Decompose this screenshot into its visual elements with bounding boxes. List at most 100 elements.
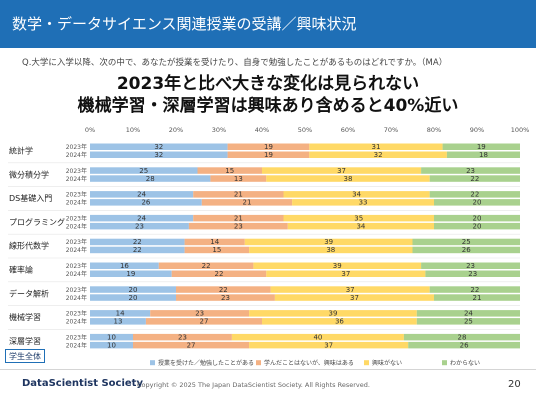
data-label: 34 (356, 222, 365, 230)
headline-line-1: 2023年と比べ大きな変化は見られない (116, 74, 420, 94)
x-tick-label: 100% (511, 126, 530, 134)
bar-segment (434, 294, 520, 301)
bar-segment (403, 333, 520, 341)
bar-segment (309, 151, 447, 158)
data-label: 37 (324, 341, 333, 349)
bar-segment (244, 238, 413, 246)
bar-segment (416, 318, 520, 325)
bar-segment (429, 175, 520, 182)
bar-segment (201, 199, 293, 206)
data-label: 14 (116, 310, 125, 318)
bar-segment (90, 199, 202, 206)
bar-segment (227, 151, 310, 158)
data-label: 39 (328, 310, 337, 318)
bar-segment (283, 191, 430, 198)
bar-segment (425, 270, 520, 277)
bar-segment (90, 333, 133, 341)
bar-segment (133, 333, 232, 341)
bar-segment (90, 246, 185, 254)
bar-segment (227, 143, 310, 150)
data-label: 20 (129, 294, 138, 302)
bar-segment (249, 246, 413, 254)
bar-segment (90, 262, 159, 269)
data-label: 20 (473, 222, 482, 230)
scope-label: 学生全体 (5, 349, 45, 363)
data-label: 23 (221, 294, 230, 302)
data-label: 18 (479, 151, 488, 159)
bar-segment (231, 333, 404, 341)
bar-segment (176, 294, 275, 301)
data-label: 28 (457, 333, 466, 341)
bar-segment (421, 167, 520, 174)
year-label: 2024年 (66, 175, 87, 183)
bar-segment (262, 318, 417, 325)
bar-segment (253, 262, 422, 269)
bar-segment (158, 262, 254, 269)
data-label: 23 (178, 333, 187, 341)
category-label: 確率論 (9, 265, 33, 275)
data-label: 23 (466, 167, 475, 175)
x-tick-label: 50% (298, 126, 312, 134)
x-tick-label: 0% (85, 126, 95, 134)
data-label: 26 (460, 341, 469, 349)
legend-label: 学んだことはないが、興味はある (264, 359, 354, 366)
data-label: 23 (135, 222, 144, 230)
bar-segment (90, 191, 194, 198)
data-label: 28 (146, 175, 155, 183)
data-label: 37 (337, 167, 346, 175)
category-label: 機械学習 (9, 312, 41, 322)
legend-swatch (150, 360, 155, 366)
category-label: 統計学 (9, 146, 33, 156)
data-label: 37 (350, 294, 359, 302)
data-label: 24 (137, 191, 146, 199)
data-label: 21 (234, 191, 243, 199)
data-label: 32 (154, 151, 163, 159)
bar-segment (90, 222, 189, 230)
bar-segment (210, 175, 267, 182)
bar-segment (274, 294, 434, 301)
year-label: 2023年 (66, 167, 87, 175)
data-label: 39 (333, 262, 342, 270)
data-label: 25 (462, 238, 471, 246)
data-label: 32 (154, 143, 163, 151)
data-label: 40 (313, 333, 322, 341)
year-label: 2024年 (66, 294, 87, 302)
data-label: 27 (199, 318, 208, 326)
year-label: 2024年 (66, 222, 87, 230)
data-label: 38 (326, 246, 335, 254)
bar-segment (188, 222, 288, 230)
data-label: 31 (371, 143, 380, 151)
data-label: 20 (473, 214, 482, 222)
bar-segment (184, 238, 245, 246)
bar-segment (408, 341, 520, 349)
bar-segment (90, 341, 133, 349)
data-label: 22 (470, 175, 479, 183)
data-label: 22 (133, 246, 142, 254)
bar-segment (446, 151, 520, 158)
data-label: 23 (234, 222, 243, 230)
stacked-bar-chart: 0% 10% 20% 30% 40% 50% 60% 70% 80% 90% 100%統計学 2023… (8, 126, 530, 366)
year-label: 2024年 (66, 270, 87, 278)
data-label: 21 (242, 199, 251, 207)
bar-segment (429, 286, 520, 293)
data-label: 21 (473, 294, 482, 302)
data-label: 37 (341, 270, 350, 278)
data-label: 19 (126, 270, 135, 278)
category-label: プログラミング (9, 217, 65, 227)
bar-segment (176, 286, 271, 293)
data-label: 16 (120, 262, 129, 270)
category-label: データ解析 (9, 288, 49, 298)
data-label: 25 (464, 318, 473, 326)
bar-segment (283, 214, 434, 222)
data-label: 24 (137, 214, 146, 222)
year-label: 2023年 (66, 214, 87, 222)
data-label: 15 (212, 246, 221, 254)
bar-segment (434, 199, 520, 206)
data-label: 19 (477, 143, 486, 151)
bar-segment (90, 214, 194, 222)
bar-segment (442, 143, 520, 150)
bar-segment (90, 286, 176, 293)
footer-divider (0, 369, 536, 370)
bar-segment (421, 262, 520, 269)
bar-segment (429, 191, 520, 198)
